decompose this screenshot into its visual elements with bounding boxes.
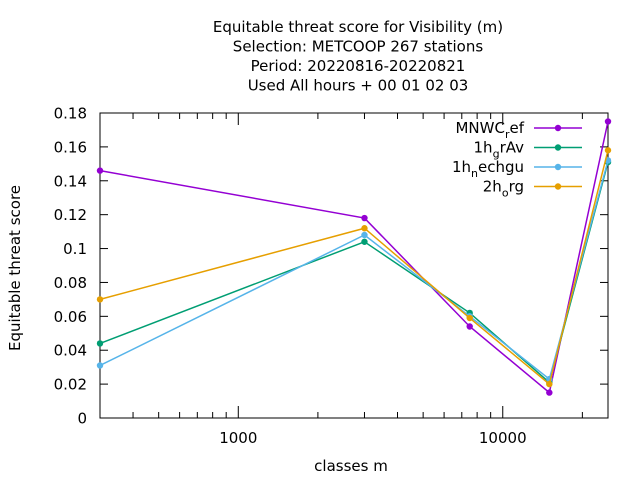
data-point bbox=[96, 296, 104, 303]
x-axis-label: classes m bbox=[314, 457, 388, 475]
data-point bbox=[96, 340, 104, 347]
y-tick-label: 0.02 bbox=[54, 376, 87, 394]
y-tick-label: 0.08 bbox=[54, 274, 87, 292]
legend-item-2: 1hnechgu bbox=[452, 158, 582, 180]
y-axis-label: Equitable threat score bbox=[6, 185, 24, 351]
legend-item-1: 1hgrAv bbox=[474, 139, 582, 161]
title-line-4: Used All hours + 00 01 02 03 bbox=[248, 77, 469, 95]
title-line-2: Selection: METCOOP 267 stations bbox=[233, 38, 484, 56]
series-line bbox=[99, 160, 609, 381]
data-point bbox=[361, 214, 368, 222]
legend-marker bbox=[554, 183, 562, 190]
y-tick-label: 0.12 bbox=[54, 206, 87, 224]
x-tick-label: 10000 bbox=[479, 429, 527, 447]
data-point bbox=[361, 231, 368, 239]
data-point bbox=[96, 362, 104, 369]
series-group bbox=[96, 118, 612, 396]
legend-label: MNWCref bbox=[455, 119, 524, 141]
y-tick-label: 0.14 bbox=[54, 172, 87, 190]
plot-border bbox=[99, 112, 609, 419]
y-axis: 0 0.02 0.04 0.06 0.08 0.1 0.12 0.14 0.16 0.18 bbox=[54, 105, 608, 428]
data-point bbox=[466, 323, 473, 330]
series-2 bbox=[96, 157, 612, 383]
legend-item-3: 2horg bbox=[483, 178, 582, 200]
data-point bbox=[96, 167, 104, 174]
series-line bbox=[99, 150, 609, 386]
data-point bbox=[466, 314, 473, 322]
y-tick-label: 0.18 bbox=[54, 105, 87, 123]
y-tick-label: 0.06 bbox=[54, 308, 87, 326]
legend-label: 2horg bbox=[483, 178, 524, 200]
data-point bbox=[546, 389, 553, 396]
legend-marker bbox=[554, 124, 562, 132]
title-line-3: Period: 20220816-20220821 bbox=[251, 57, 466, 75]
legend-item-0: MNWCref bbox=[455, 119, 582, 141]
data-point bbox=[604, 147, 612, 154]
y-tick-label: 0.04 bbox=[54, 342, 87, 360]
legend-label: 1hnechgu bbox=[452, 158, 524, 180]
data-point bbox=[361, 225, 368, 232]
series-1 bbox=[96, 158, 612, 386]
data-point bbox=[546, 380, 553, 388]
data-point bbox=[361, 238, 368, 245]
legend-label: 1hgrAv bbox=[474, 139, 525, 161]
y-tick-label: 0.16 bbox=[54, 138, 87, 156]
legend-marker bbox=[554, 144, 562, 151]
series-line bbox=[99, 121, 609, 394]
x-tick-label: 1000 bbox=[219, 429, 257, 447]
x-axis: 1000 10000 bbox=[132, 113, 583, 447]
data-point bbox=[604, 118, 612, 125]
plot-frame bbox=[99, 112, 609, 419]
y-tick-label: 0.1 bbox=[63, 240, 87, 258]
series-0 bbox=[96, 118, 612, 396]
legend-marker bbox=[554, 163, 562, 171]
series-3 bbox=[96, 147, 612, 388]
chart-title: Equitable threat score for Visibility (m… bbox=[213, 18, 503, 95]
series-line bbox=[99, 161, 609, 384]
y-tick-label: 0 bbox=[77, 410, 87, 428]
title-line-1: Equitable threat score for Visibility (m… bbox=[213, 18, 503, 36]
